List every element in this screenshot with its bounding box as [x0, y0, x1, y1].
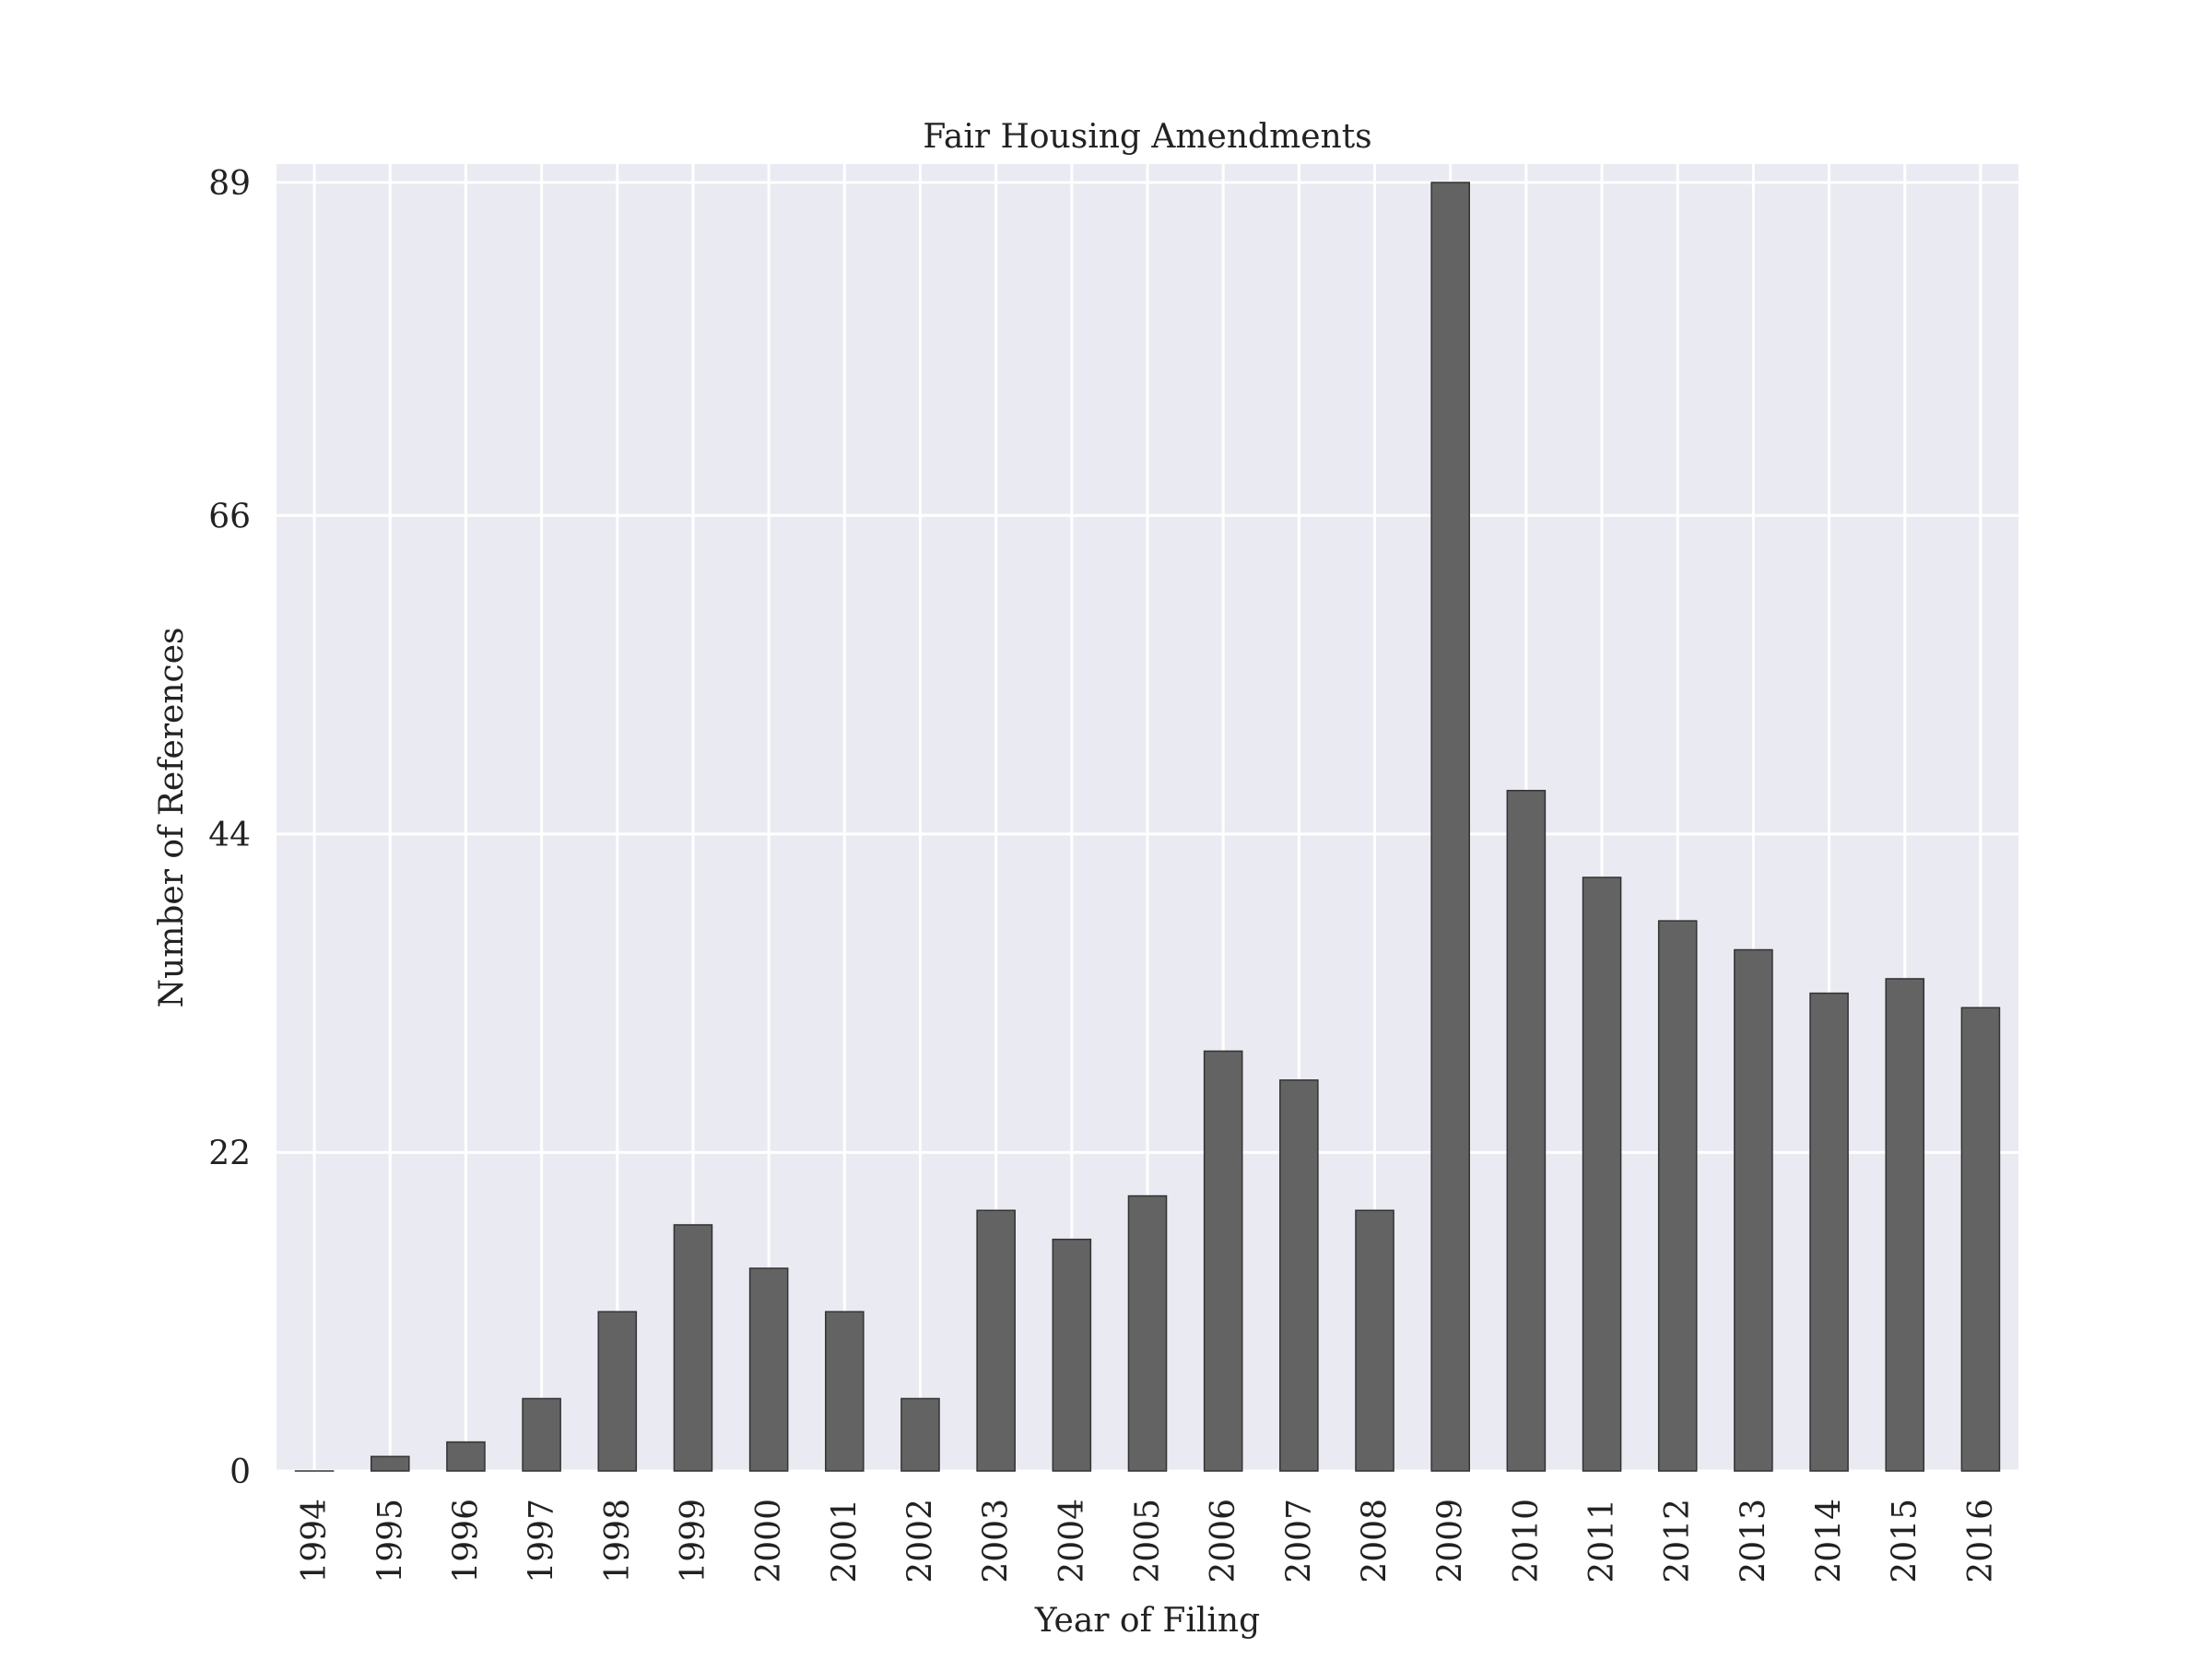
bar-2000 — [748, 1267, 789, 1472]
bar-1996 — [446, 1441, 486, 1472]
bar-2004 — [1052, 1238, 1092, 1472]
y-tick-label: 89 — [208, 165, 251, 203]
y-tick-label: 22 — [208, 1135, 251, 1172]
x-tick-label: 2009 — [1432, 1499, 1470, 1583]
chart-title: Fair Housing Amendments — [923, 118, 1371, 156]
bar-2005 — [1127, 1194, 1168, 1472]
x-tick-label: 2003 — [978, 1499, 1016, 1583]
x-tick-label: 2001 — [826, 1499, 864, 1583]
y-tick-labels: 0 22 44 66 89 — [208, 165, 251, 1491]
y-axis-title: Number of References — [153, 628, 191, 1008]
x-tick-label: 1999 — [675, 1499, 712, 1583]
bar-2012 — [1657, 920, 1698, 1472]
x-tick-labels: 1994 1995 1996 1997 1998 1999 2000 2001 2002 2003… — [296, 1499, 2000, 1583]
bar-2016 — [1960, 1006, 2001, 1472]
x-tick-label: 2015 — [1887, 1499, 1924, 1583]
x-tick-label: 2014 — [1811, 1499, 1849, 1583]
bar-2008 — [1355, 1209, 1394, 1472]
bars — [294, 182, 2001, 1472]
x-tick-label: 2012 — [1659, 1499, 1697, 1583]
x-tick-label: 2004 — [1053, 1499, 1091, 1583]
bar-2003 — [976, 1209, 1016, 1472]
x-tick-label: 2006 — [1205, 1499, 1242, 1583]
x-tick-label: 2013 — [1735, 1499, 1772, 1583]
x-axis-title: Year of Filing — [1034, 1602, 1260, 1640]
bar-2014 — [1809, 992, 1849, 1472]
bar-2002 — [900, 1397, 940, 1472]
bar-1998 — [597, 1311, 638, 1472]
x-tick-label: 1994 — [296, 1499, 334, 1583]
x-tick-label: 2016 — [1962, 1499, 2000, 1583]
bar-2006 — [1203, 1050, 1243, 1472]
x-tick-label: 2011 — [1583, 1499, 1621, 1583]
bar-2015 — [1885, 978, 1925, 1472]
x-tick-label: 1998 — [599, 1499, 637, 1583]
x-tick-label: 2005 — [1129, 1499, 1167, 1583]
x-tick-label: 2008 — [1357, 1499, 1394, 1583]
bar-2001 — [825, 1311, 865, 1472]
x-tick-label: 1995 — [371, 1499, 409, 1583]
x-tick-label: 2007 — [1280, 1499, 1318, 1583]
bar-2007 — [1279, 1079, 1319, 1472]
x-tick-label: 2002 — [901, 1499, 939, 1583]
y-tick-label: 66 — [208, 498, 251, 535]
x-tick-label: 2000 — [750, 1499, 788, 1583]
bar-1995 — [370, 1455, 410, 1472]
x-tick-label: 1997 — [524, 1499, 561, 1583]
x-tick-label: 2010 — [1508, 1499, 1546, 1583]
y-tick-label: 44 — [208, 817, 251, 854]
x-tick-label: 1996 — [447, 1499, 485, 1583]
bar-2013 — [1734, 948, 1773, 1472]
bar-1997 — [522, 1397, 561, 1472]
bar-2010 — [1506, 789, 1547, 1472]
y-tick-label: 0 — [229, 1453, 251, 1491]
bar-2009 — [1430, 182, 1470, 1472]
bar-2011 — [1582, 877, 1622, 1472]
bar-1999 — [673, 1224, 713, 1472]
